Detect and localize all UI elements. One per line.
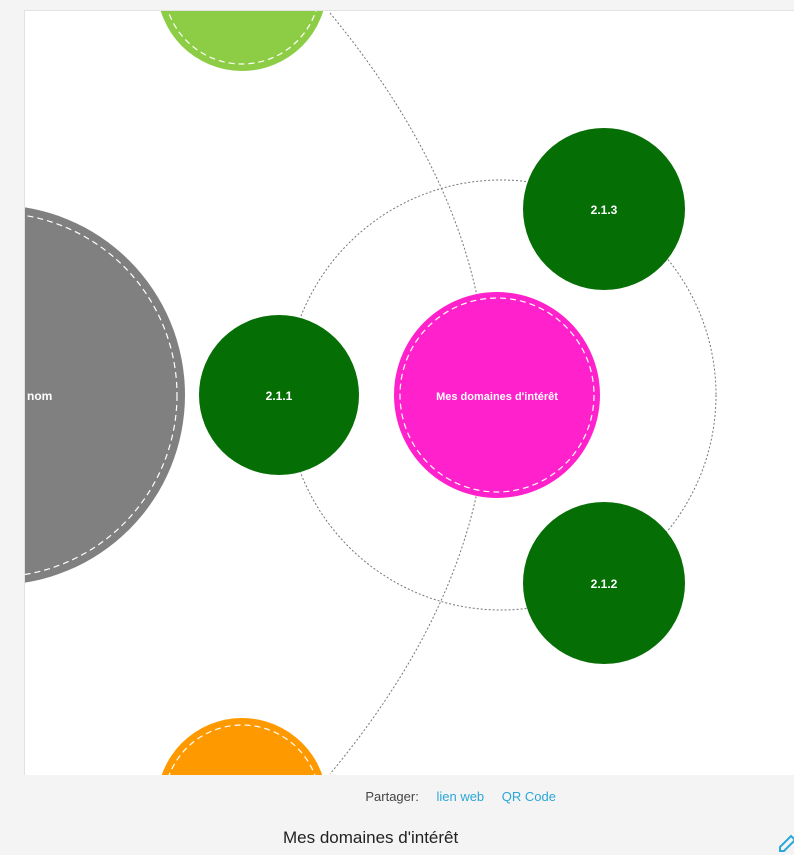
mind-map-svg: nom 2.1.1 2.1.3 2.1.2 Mes domaines d'int… [25,11,717,776]
share-row: Partager: lien web QR Code [24,789,556,804]
node-child-2-1-3[interactable]: 2.1.3 [523,128,685,290]
node-neighbor-bottom[interactable] [157,718,327,776]
mind-map-canvas[interactable]: nom 2.1.1 2.1.3 2.1.2 Mes domaines d'int… [24,10,794,776]
orbit-ring [285,179,717,611]
map-footer: Partager: lien web QR Code Mes domaines … [24,775,794,855]
share-label: Partager: [365,789,419,804]
map-title: Mes domaines d'intérêt [283,828,459,847]
node-child-2-1-2[interactable]: 2.1.2 [523,502,685,664]
node-neighbor-left-label: nom [27,389,52,403]
share-qr-link[interactable]: QR Code [501,789,556,804]
node-center[interactable]: Mes domaines d'intérêt [394,292,600,498]
node-child-2-1-3-label: 2.1.3 [591,203,618,217]
node-neighbor-left[interactable]: nom [25,205,185,585]
pencil-icon[interactable] [776,831,794,855]
node-child-2-1-1-label: 2.1.1 [266,389,293,403]
node-child-2-1-2-label: 2.1.2 [591,577,618,591]
node-neighbor-top[interactable] [157,11,327,71]
node-center-label: Mes domaines d'intérêt [436,391,558,403]
node-child-2-1-1[interactable]: 2.1.1 [199,315,359,475]
share-web-link[interactable]: lien web [436,789,485,804]
